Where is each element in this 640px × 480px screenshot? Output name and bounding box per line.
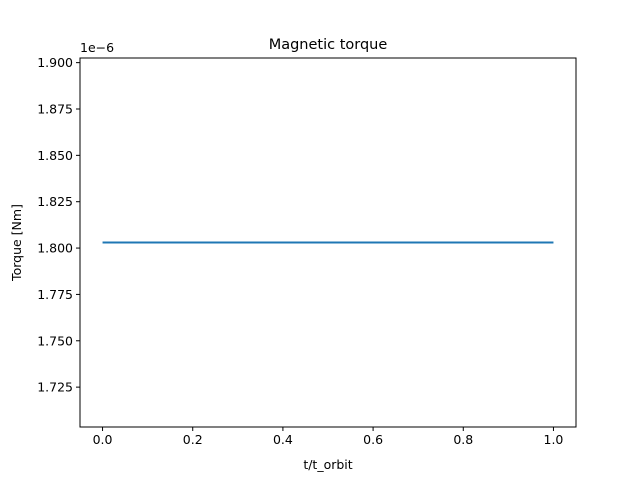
y-axis-offset-text: 1e−6 [80, 40, 114, 55]
y-tick-label: 1.850 [37, 148, 73, 163]
y-tick-label: 1.750 [37, 333, 73, 348]
x-tick-label: 1.0 [544, 432, 564, 447]
y-tick-label: 1.900 [37, 55, 73, 70]
x-tick-label: 0.0 [93, 432, 113, 447]
y-tick-label: 1.875 [37, 101, 73, 116]
y-tick-label: 1.825 [37, 194, 73, 209]
y-axis-label: Torque [Nm] [9, 204, 24, 282]
x-tick-label: 0.6 [363, 432, 383, 447]
x-tick-label: 0.8 [453, 432, 473, 447]
y-axis: 1.725 1.750 1.775 1.800 1.825 1.850 1.875 1.900 [37, 55, 80, 395]
axes-frame [79, 57, 577, 428]
chart-title: Magnetic torque [269, 37, 388, 53]
y-tick-label: 1.800 [37, 241, 73, 256]
x-tick-label: 0.2 [183, 432, 203, 447]
x-tick-label: 0.4 [273, 432, 293, 447]
x-axis: 0.0 0.2 0.4 0.6 0.8 1.0 [93, 427, 564, 447]
x-axis-label: t/t_orbit [303, 457, 352, 472]
y-tick-label: 1.725 [37, 380, 73, 395]
y-tick-label: 1.775 [37, 287, 73, 302]
